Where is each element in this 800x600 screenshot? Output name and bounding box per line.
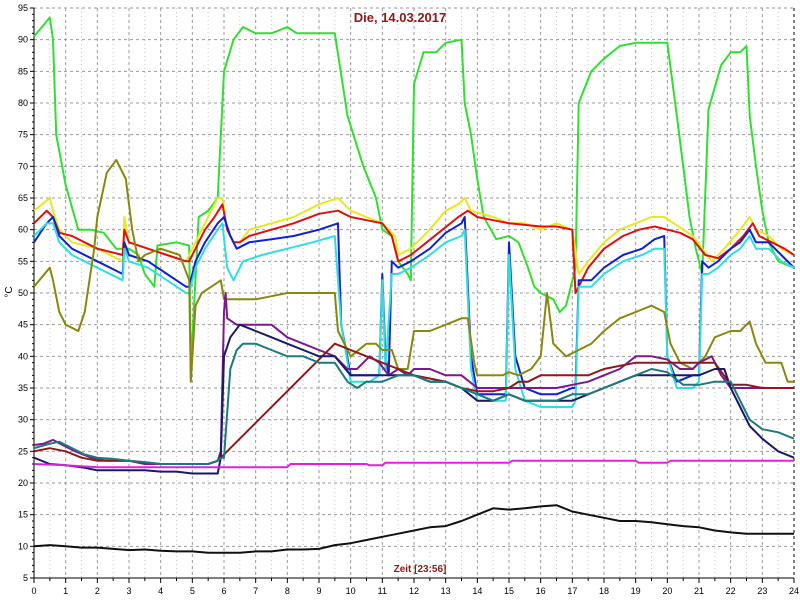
x-tick-label: 0 xyxy=(31,586,36,596)
y-tick-label: 70 xyxy=(18,161,28,171)
y-tick-label: 55 xyxy=(18,256,28,266)
x-tick-label: 15 xyxy=(504,586,514,596)
x-tick-label: 4 xyxy=(158,586,163,596)
series-line xyxy=(33,216,795,396)
y-tick-label: 10 xyxy=(18,541,28,551)
x-axis-label: Zeit [23:56] xyxy=(394,564,447,575)
series-group xyxy=(33,16,795,554)
y-tick-label: 75 xyxy=(18,130,28,140)
x-tick-label: 8 xyxy=(285,586,290,596)
x-tick-label: 18 xyxy=(599,586,609,596)
y-tick-label: 30 xyxy=(18,415,28,425)
x-tick-label: 9 xyxy=(316,586,321,596)
y-tick-label: 5 xyxy=(23,573,28,583)
x-tick-label: 21 xyxy=(694,586,704,596)
x-tick-label: 24 xyxy=(789,586,799,596)
series-line xyxy=(33,222,795,408)
series-line xyxy=(33,203,795,294)
x-tick-label: 14 xyxy=(472,586,482,596)
y-tick-label: 60 xyxy=(18,225,28,235)
chart-title: Die, 14.03.2017 xyxy=(354,10,447,25)
x-tick-label: 2 xyxy=(95,586,100,596)
x-tick-label: 23 xyxy=(757,586,767,596)
grid xyxy=(34,7,794,578)
x-tick-label: 5 xyxy=(190,586,195,596)
y-tick-label: 25 xyxy=(18,446,28,456)
y-tick-label: 85 xyxy=(18,66,28,76)
x-tick-label: 1 xyxy=(63,586,68,596)
y-tick-label: 20 xyxy=(18,478,28,488)
y-tick-label: 95 xyxy=(18,3,28,13)
series-line xyxy=(33,459,794,469)
series-line xyxy=(33,504,794,554)
x-tick-label: 13 xyxy=(441,586,451,596)
y-tick-label: 90 xyxy=(18,35,28,45)
y-tick-label: 35 xyxy=(18,383,28,393)
y-tick-label: 45 xyxy=(18,320,28,330)
x-tick-label: 16 xyxy=(536,586,546,596)
x-tick-label: 10 xyxy=(346,586,356,596)
tick-labels: 0 1 2 3 4 5 6 7 8 9 10 11 12 13 14 15 16 17 18 19 20 21 22 23 24… xyxy=(18,3,799,596)
y-tick-label: 65 xyxy=(18,193,28,203)
x-tick-label: 3 xyxy=(126,586,131,596)
x-tick-label: 11 xyxy=(378,586,387,596)
x-tick-label: 17 xyxy=(567,586,577,596)
y-tick-label: 15 xyxy=(18,510,28,520)
x-tick-label: 12 xyxy=(409,586,419,596)
series-line xyxy=(33,342,795,465)
y-tick-label: 50 xyxy=(18,288,28,298)
x-tick-label: 20 xyxy=(662,586,672,596)
x-tick-label: 19 xyxy=(631,586,641,596)
x-tick-label: 6 xyxy=(221,586,226,596)
x-tick-label: 7 xyxy=(253,586,258,596)
axes xyxy=(30,7,795,583)
y-tick-label: 80 xyxy=(18,98,28,108)
x-tick-label: 22 xyxy=(726,586,736,596)
series-line xyxy=(33,159,794,383)
series-line xyxy=(33,16,795,370)
y-axis-label: °C xyxy=(4,286,15,297)
y-tick-label: 40 xyxy=(18,351,28,361)
